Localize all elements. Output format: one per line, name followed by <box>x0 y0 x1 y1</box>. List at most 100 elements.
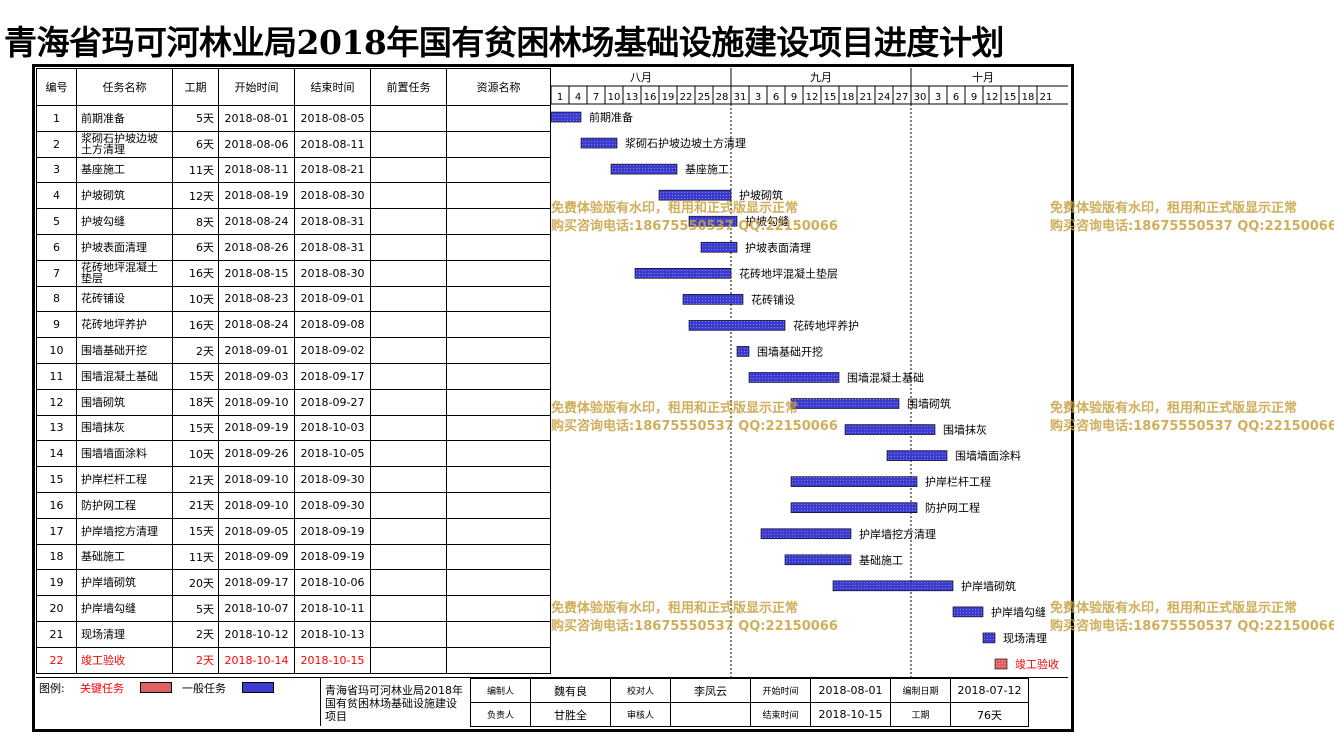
end-value: 2018-10-15 <box>810 702 891 727</box>
cell-pred <box>370 620 447 648</box>
cell-start: 2018-09-17 <box>218 569 295 597</box>
month-label: 十月 <box>972 70 994 84</box>
day-label: 12 <box>986 92 999 103</box>
task-bar-label: 护岸栏杆工程 <box>925 475 991 489</box>
cell-duration: 6天 <box>172 233 219 261</box>
cell-end: 2018-08-31 <box>294 208 371 235</box>
task-bar <box>790 476 918 487</box>
task-bar <box>886 450 948 461</box>
task-bar <box>550 111 582 123</box>
task-bar <box>844 424 936 435</box>
cell-end: 2018-09-30 <box>294 491 371 519</box>
task-bar-label: 花砖地坪养护 <box>793 318 859 332</box>
duration-label: 工期 <box>890 702 951 727</box>
table-header-row: 编号 任务名称 工期 开始时间 结束时间 前置任务 资源名称 <box>36 68 551 106</box>
day-label: 3 <box>935 92 941 103</box>
task-table: 编号 任务名称 工期 开始时间 结束时间 前置任务 资源名称 1 前期准备 5天 20… <box>36 68 551 674</box>
cell-end: 2018-10-15 <box>294 646 371 674</box>
day-label: 9 <box>971 92 977 103</box>
cell-res <box>446 569 551 597</box>
watermark: 免费体验版有水印，租用和正式版显示正常 购买咨询电话:18675550537 QQ… <box>1050 600 1334 636</box>
cell-name: 围墙墙面涂料 <box>76 440 173 468</box>
project-name: 青海省玛可河林业局2018年国有贫困林场基础设施建设项目 <box>320 678 470 726</box>
task-bar-label: 现场清理 <box>1003 631 1047 645</box>
cell-pred <box>370 208 447 235</box>
task-bar-label: 围墙砌筑 <box>907 397 951 411</box>
cell-res <box>446 233 551 261</box>
watermark: 免费体验版有水印，租用和正式版显示正常购买咨询电话:18675550537 QQ… <box>551 400 838 436</box>
cell-id: 13 <box>36 414 77 442</box>
watermark-line2: 购买咨询电话:18675550537 QQ:22150066 <box>1050 219 1334 234</box>
watermark: 免费体验版有水印，租用和正式版显示正常购买咨询电话:18675550537 QQ… <box>551 200 838 236</box>
task-bar-label: 围墙抹灰 <box>943 423 987 437</box>
cell-id: 16 <box>36 491 77 519</box>
cell-res <box>446 543 551 571</box>
watermark-line1: 免费体验版有水印，租用和正式版显示正常 <box>551 401 799 416</box>
day-label: 3 <box>755 92 761 103</box>
checker-label: 校对人 <box>610 678 671 703</box>
cell-pred <box>370 414 447 442</box>
watermark-line2: 购买咨询电话:18675550537 QQ:22150066 <box>551 219 838 234</box>
task-bar-label: 花砖铺设 <box>751 292 795 306</box>
cell-id: 14 <box>36 440 77 468</box>
task-bar-label: 基座施工 <box>685 162 729 176</box>
task-bar <box>748 372 840 383</box>
cell-start: 2018-08-15 <box>218 259 295 287</box>
day-label: 10 <box>608 92 621 103</box>
cell-pred <box>370 182 447 210</box>
day-label: 31 <box>734 92 747 103</box>
day-label: 1 <box>557 92 563 103</box>
task-bar-label: 围墙基础开挖 <box>757 344 823 358</box>
cell-pred <box>370 646 447 674</box>
task-bar <box>736 346 750 357</box>
task-bar-label: 围墙墙面涂料 <box>955 449 1021 463</box>
day-label: 6 <box>953 92 959 103</box>
cell-duration: 15天 <box>172 517 219 545</box>
task-bar <box>760 528 852 540</box>
watermark: 免费体验版有水印，租用和正式版显示正常 购买咨询电话:18675550537 QQ… <box>1050 400 1334 436</box>
cell-duration: 20天 <box>172 569 219 597</box>
reviewer-label: 审核人 <box>610 702 671 727</box>
day-label: 18 <box>1022 92 1035 103</box>
cell-duration: 5天 <box>172 595 219 622</box>
watermark: 免费体验版有水印，租用和正式版显示正常购买咨询电话:18675550537 QQ… <box>1050 200 1334 236</box>
cell-duration: 2天 <box>172 646 219 674</box>
col-header-resource: 资源名称 <box>446 68 551 106</box>
cell-res <box>446 182 551 210</box>
cell-duration: 15天 <box>172 414 219 442</box>
task-bar <box>682 294 744 305</box>
cell-id: 4 <box>36 182 77 210</box>
month-label: 九月 <box>810 71 832 84</box>
start-label: 开始时间 <box>750 678 811 703</box>
task-bar <box>784 554 852 566</box>
task-bar-label: 防护网工程 <box>925 501 980 515</box>
cell-name: 护坡砌筑 <box>76 182 173 210</box>
cell-end: 2018-09-01 <box>294 285 371 313</box>
watermark-line1: 免费体验版有水印，租用和正式版显示正常 <box>551 201 799 216</box>
cell-name: 花砖地坪混凝土垫层 <box>76 259 173 287</box>
cell-end: 2018-09-08 <box>294 311 371 339</box>
task-bar-label: 围墙混凝土基础 <box>847 370 924 384</box>
watermark-line2: 购买咨询电话:18675550537 QQ:22150066 <box>551 419 838 434</box>
cell-pred <box>370 440 447 468</box>
cell-start: 2018-09-10 <box>218 491 295 519</box>
cell-duration: 11天 <box>172 543 219 571</box>
table-row: 21 现场清理 2天 2018-10-12 2018-10-13 <box>36 620 551 648</box>
day-label: 12 <box>806 92 819 103</box>
compiler-label: 编制人 <box>470 678 531 703</box>
manager-value: 甘胜全 <box>530 702 611 727</box>
task-bar-label: 基础施工 <box>859 554 903 567</box>
watermark-line1: 免费体验版有水印，租用和正式版显示正常 <box>1050 201 1298 216</box>
cell-end: 2018-09-17 <box>294 362 371 390</box>
compiler-value: 魏有良 <box>530 678 611 703</box>
cell-id: 11 <box>36 362 77 390</box>
cell-end: 2018-08-05 <box>294 105 371 132</box>
date-label: 编制日期 <box>890 678 951 703</box>
table-row: 6 护坡表面清理 6天 2018-08-26 2018-08-31 <box>36 233 551 261</box>
cell-name: 护坡表面清理 <box>76 233 173 261</box>
cell-pred <box>370 233 447 261</box>
col-header-name: 任务名称 <box>76 68 173 106</box>
cell-start: 2018-08-01 <box>218 105 295 132</box>
day-label: 16 <box>644 92 657 103</box>
task-bar <box>790 502 918 514</box>
